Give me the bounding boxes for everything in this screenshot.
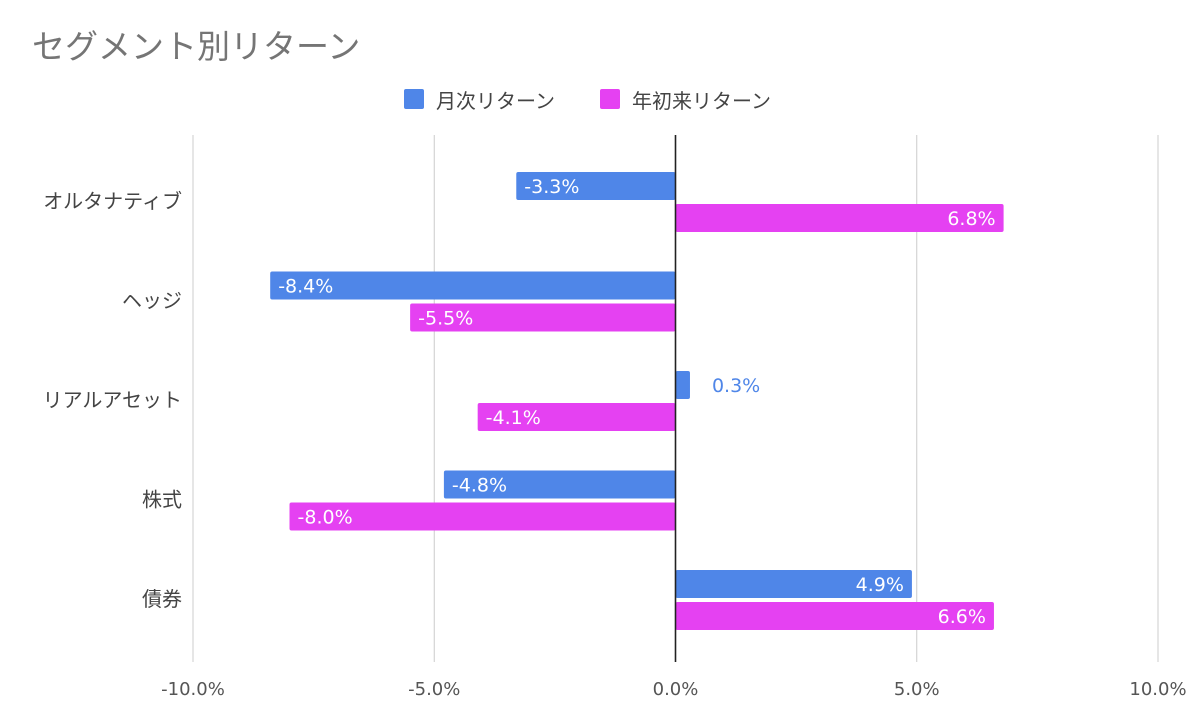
legend-label-ytd: 年初来リターン: [632, 88, 771, 113]
category-label-4: 債券: [142, 587, 182, 611]
category-label-2: リアルアセット: [43, 388, 182, 412]
x-tick-label-4: 10.0%: [1129, 679, 1186, 700]
bar-ytd-3[interactable]: [289, 502, 676, 531]
bar-monthly-3[interactable]: [443, 470, 676, 499]
bar-monthly-4[interactable]: [675, 570, 912, 598]
bar-monthly-0[interactable]: [516, 172, 676, 200]
bar-monthly-1[interactable]: [270, 271, 676, 300]
x-tick-label-0: -10.0%: [161, 679, 225, 700]
x-tick-label-3: 5.0%: [894, 679, 940, 700]
category-label-3: 株式: [142, 488, 182, 512]
x-tick-label-1: -5.0%: [408, 679, 460, 700]
data-label-monthly-4: 4.9%: [856, 574, 904, 596]
data-label-ytd-2: -4.1%: [486, 407, 541, 429]
data-label-monthly-3: -4.8%: [452, 475, 507, 497]
category-label-0: オルタナティブ: [43, 189, 182, 213]
legend-label-monthly: 月次リターン: [436, 88, 555, 113]
legend-item-ytd[interactable]: 年初来リターン: [600, 84, 771, 114]
legend-item-monthly[interactable]: 月次リターン: [404, 84, 555, 114]
data-label-ytd-1: -5.5%: [418, 308, 473, 330]
legend-swatch-ytd: [600, 89, 620, 109]
data-label-monthly-0: -3.3%: [524, 176, 579, 198]
data-label-monthly-1: -8.4%: [278, 276, 333, 298]
legend: 月次リターン 年初来リターン: [0, 84, 1190, 114]
bar-monthly-2[interactable]: [675, 371, 690, 399]
x-tick-label-2: 0.0%: [653, 679, 699, 700]
legend-swatch-monthly: [404, 89, 424, 109]
chart-title: セグメント別リターン: [32, 27, 361, 66]
bar-ytd-2[interactable]: [477, 403, 676, 431]
bar-ytd-1[interactable]: [410, 303, 676, 332]
bar-ytd-0[interactable]: [675, 204, 1004, 232]
data-label-ytd-0: 6.8%: [947, 208, 995, 230]
data-label-ytd-4: 6.6%: [938, 606, 986, 628]
data-label-monthly-2: 0.3%: [712, 375, 760, 397]
category-label-1: ヘッジ: [122, 289, 182, 313]
bar-ytd-4[interactable]: [675, 602, 994, 630]
data-label-ytd-3: -8.0%: [298, 507, 353, 529]
